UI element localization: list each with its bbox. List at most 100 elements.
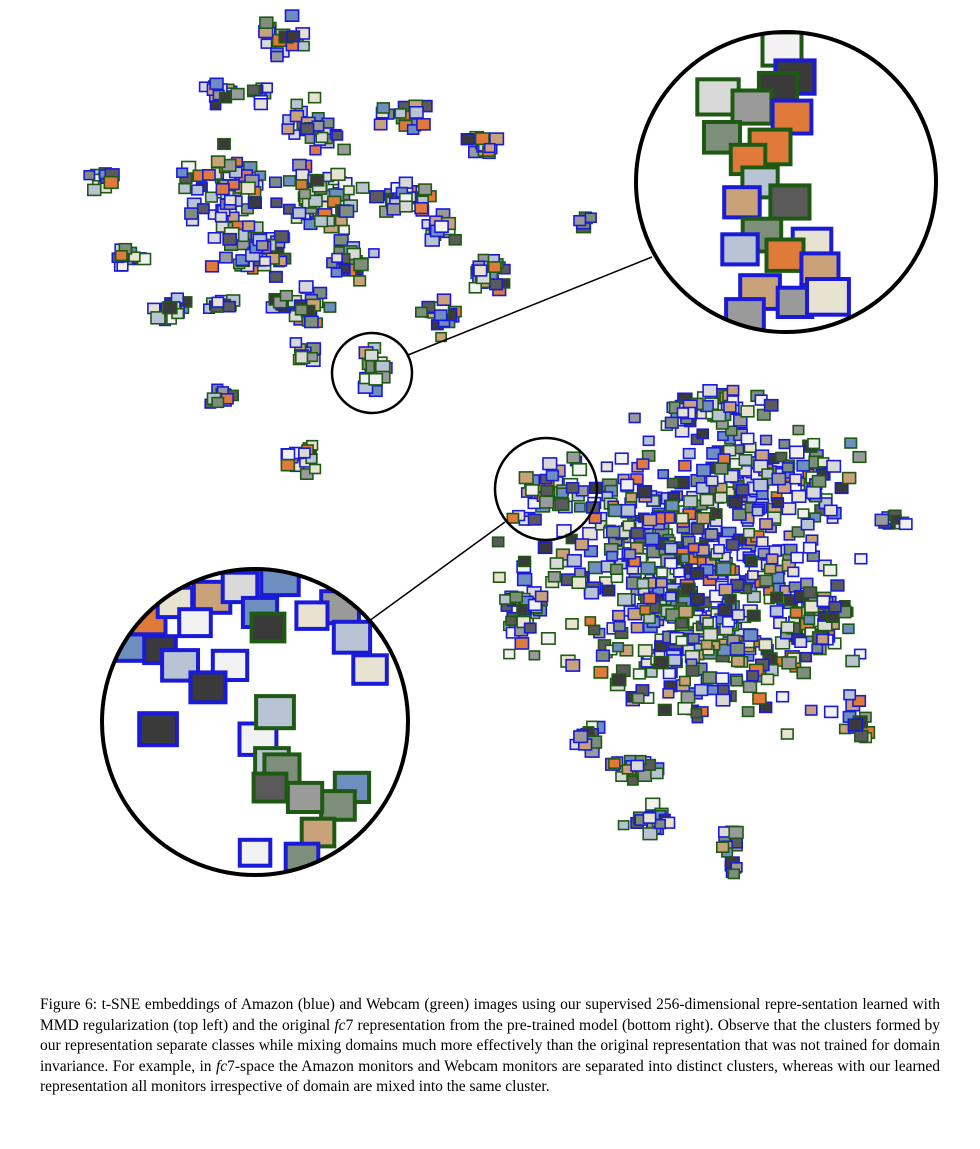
thumbnail [755,536,769,548]
thumbnail [732,508,747,521]
thumbnail [582,526,598,541]
thumbnail [807,437,821,450]
thumbnail [224,194,237,206]
thumbnail [246,84,260,96]
thumbnail [685,664,700,677]
thumbnail [538,495,555,509]
thumbnail [816,595,831,608]
thumbnail [196,203,210,215]
thumbnail [710,508,723,519]
thumbnail [128,251,141,263]
thumbnail [414,202,429,215]
thumbnail [796,666,812,680]
thumbnail [845,654,860,668]
thumbnail [565,481,580,494]
thumbnail [854,553,868,565]
thumbnail [792,424,805,436]
inset-thumbnail [188,670,228,705]
thumbnail [306,351,319,363]
thumbnail [247,196,262,209]
thumbnail [713,543,725,555]
thumbnail [460,133,475,146]
thumbnail [728,496,743,509]
thumbnail [704,528,719,541]
thumbnail [854,729,869,743]
thumbnail [214,211,228,223]
thumbnail [653,655,670,670]
thumbnail [696,511,711,525]
thumbnail [690,522,705,535]
thumbnail [612,641,625,653]
thumbnail [675,617,688,629]
thumbnail [343,185,355,196]
thumbnail [677,701,693,716]
thumbnail [678,675,691,687]
thumbnail [639,604,651,616]
thumbnail [811,643,824,654]
thumbnail [735,483,750,496]
thumbnail [728,825,744,840]
thumbnail [448,234,462,246]
thumbnail [542,457,558,471]
inset-thumbnail [805,277,851,317]
thumbnail [468,281,482,294]
thumbnail [297,447,311,459]
inset-thumbnail [768,183,812,221]
thumbnail [823,705,839,719]
thumbnail [630,527,645,540]
thumbnail [150,311,166,325]
thumbnail [636,458,650,470]
thumbnail [730,655,745,668]
thumbnail [289,337,303,349]
thumbnail [290,98,304,110]
thumbnail [353,257,369,272]
inset-thumbnail [294,600,330,631]
thumbnail [209,77,224,91]
thumbnail [678,605,694,619]
thumbnail [268,270,283,283]
thumbnail [83,170,96,181]
thumbnail [675,635,688,647]
thumbnail [609,563,624,576]
thumbnail [702,627,718,642]
thumbnail [295,168,310,182]
thumbnail [629,541,644,555]
thumbnail [662,667,676,680]
thumbnail [796,459,811,472]
thumbnail [805,485,822,500]
thumbnail [474,132,490,146]
thumbnail [573,730,589,744]
thumbnail [523,622,537,634]
thumbnail [625,492,638,503]
thumbnail [279,289,293,302]
thumbnail [841,471,857,485]
thumbnail [368,372,384,386]
thumbnail [87,183,102,197]
thumbnail [687,542,700,554]
thumbnail [741,706,755,718]
inset-thumbnail [722,185,762,220]
thumbnail [222,300,236,313]
thumbnail [642,435,655,447]
thumbnail [799,651,813,663]
thumbnail [573,215,587,227]
thumbnail [209,100,222,111]
thumbnail [574,538,589,551]
thumbnail [298,188,312,200]
thumbnail [800,518,815,531]
thumbnail [742,680,758,694]
thumbnail [721,615,736,628]
thumbnail [211,296,225,308]
caption-math-fc: fc [334,1016,346,1034]
caption-text-3: -space the Amazon monitors and Webcam mo… [40,1057,940,1096]
thumbnail [416,118,431,131]
zoom-connector-bottom [364,521,506,625]
caption-text-1: t-SNE embeddings of Amazon (blue) and We… [40,996,941,1034]
thumbnail [780,728,794,740]
thumbnail [222,232,238,246]
thumbnail [281,123,295,135]
thumbnail [637,644,653,658]
thumbnail [338,224,350,235]
inset-thumbnail [319,789,357,822]
thumbnail [516,615,531,629]
